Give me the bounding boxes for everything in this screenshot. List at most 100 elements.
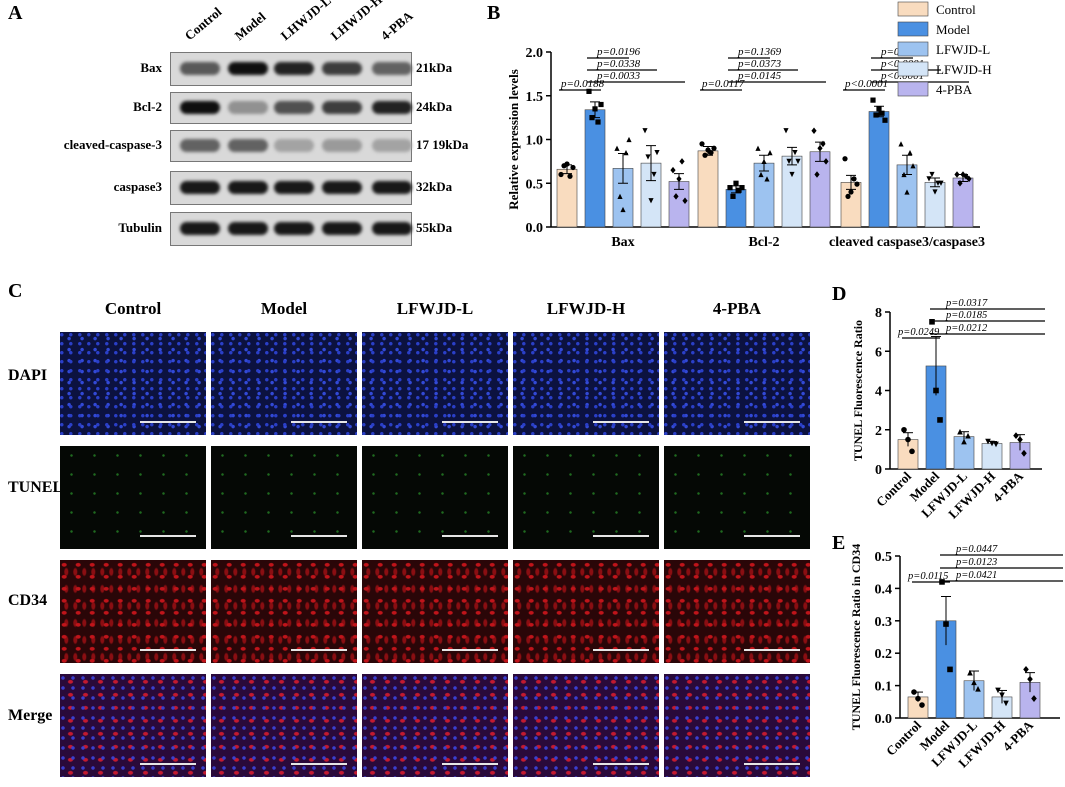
y-tick-label: 0 bbox=[875, 463, 882, 478]
data-point bbox=[673, 193, 679, 200]
data-point bbox=[727, 185, 733, 191]
microscopy-image bbox=[513, 446, 659, 549]
data-point bbox=[937, 417, 943, 423]
data-point bbox=[842, 156, 848, 162]
blot-band bbox=[372, 181, 412, 194]
data-point bbox=[676, 175, 682, 183]
y-tick-label: 2 bbox=[875, 424, 882, 439]
scale-bar bbox=[291, 421, 347, 423]
y-tick-label: 4 bbox=[875, 385, 882, 400]
expression-bar-chart: 0.0 0.5 1.0 1.5 2.0 Relative expression level… bbox=[506, 1, 992, 250]
bar bbox=[725, 189, 747, 228]
legend-label: Control bbox=[936, 2, 976, 17]
data-point bbox=[1031, 695, 1037, 702]
p-value-label: p=0.1369 bbox=[737, 46, 782, 58]
panel-e-label: E bbox=[832, 532, 846, 554]
microscopy-image bbox=[211, 332, 357, 435]
blot-protein-label: Bax bbox=[140, 60, 162, 75]
bar bbox=[584, 109, 606, 228]
blot-band bbox=[228, 222, 268, 235]
data-point bbox=[975, 686, 981, 692]
microscopy-image bbox=[362, 332, 508, 435]
microscopy-column-title: Model bbox=[260, 299, 308, 318]
microscopy-image bbox=[362, 446, 508, 549]
blot-band bbox=[274, 222, 314, 235]
blot-band bbox=[180, 181, 220, 194]
microscopy-image bbox=[60, 446, 206, 549]
blot-band bbox=[180, 62, 220, 75]
lane-label: Control bbox=[181, 4, 225, 44]
microscopy-image bbox=[362, 560, 508, 663]
blot-band bbox=[322, 139, 362, 152]
p-value-label: p=0.0123 bbox=[955, 557, 997, 568]
data-point bbox=[711, 145, 717, 151]
data-point bbox=[876, 106, 882, 112]
data-point bbox=[933, 387, 939, 394]
data-point bbox=[654, 150, 660, 156]
scale-bar bbox=[140, 421, 196, 423]
data-point bbox=[904, 189, 910, 195]
scale-bar bbox=[593, 421, 649, 423]
p-value-label: p=0.0117 bbox=[701, 78, 745, 90]
y-axis-label: TUNEL Fluorescence Ratio in CD34 bbox=[849, 544, 863, 730]
microscopy-image bbox=[664, 674, 810, 777]
blot-strip bbox=[170, 130, 412, 162]
y-tick-label: 0.4 bbox=[875, 582, 893, 597]
data-point bbox=[901, 171, 907, 178]
data-point bbox=[995, 687, 1001, 694]
data-point bbox=[966, 175, 972, 183]
y-tick-label: 1.0 bbox=[526, 134, 544, 149]
x-category-label: Bax bbox=[611, 235, 634, 250]
data-point bbox=[957, 180, 963, 187]
y-tick-label: 8 bbox=[875, 306, 882, 321]
microscopy-image bbox=[664, 560, 810, 663]
scale-bar bbox=[140, 763, 196, 765]
p-value-label: p=0.0317 bbox=[945, 298, 988, 309]
microscopy-image bbox=[664, 446, 810, 549]
data-point bbox=[961, 438, 967, 445]
data-point bbox=[758, 171, 764, 178]
p-value-label: p<0.0001 bbox=[844, 78, 888, 90]
data-point bbox=[645, 154, 651, 160]
data-point bbox=[623, 150, 629, 156]
p-value-label: p=0.0447 bbox=[955, 544, 998, 555]
data-point bbox=[586, 88, 592, 94]
blot-band bbox=[274, 62, 314, 75]
data-point bbox=[882, 117, 888, 123]
data-point bbox=[570, 164, 576, 171]
blot-band bbox=[180, 139, 220, 152]
x-category-label: cleaved caspase3/caspase3 bbox=[829, 235, 985, 250]
data-point bbox=[767, 150, 773, 156]
bar bbox=[753, 162, 775, 228]
data-point bbox=[817, 145, 823, 152]
p-value-label: p=0.0033 bbox=[596, 70, 641, 82]
data-point bbox=[730, 193, 736, 199]
microscopy-image bbox=[211, 674, 357, 777]
blot-size-label: 32kDa bbox=[416, 179, 453, 194]
data-point bbox=[642, 128, 648, 134]
data-point bbox=[845, 193, 851, 199]
scale-bar bbox=[442, 649, 498, 651]
lane-label: LHWJD-L bbox=[277, 0, 334, 44]
blot-band bbox=[180, 101, 220, 114]
data-point bbox=[702, 152, 708, 158]
data-point bbox=[965, 432, 971, 439]
data-point bbox=[915, 695, 921, 702]
data-point bbox=[651, 171, 657, 178]
microscopy-image bbox=[513, 560, 659, 663]
data-point bbox=[592, 106, 598, 112]
blot-band bbox=[372, 222, 412, 235]
x-category-label: 4-PBA bbox=[989, 468, 1026, 505]
blot-protein-label: caspase3 bbox=[113, 179, 162, 194]
legend-label: Model bbox=[936, 22, 970, 37]
bar bbox=[924, 182, 946, 228]
lane-label: LHWJD-H bbox=[327, 0, 385, 44]
data-point bbox=[938, 180, 944, 186]
microscopy-column-title: LFWJD-H bbox=[546, 299, 626, 318]
data-point bbox=[595, 119, 601, 125]
scale-bar bbox=[442, 535, 498, 537]
data-point bbox=[617, 193, 623, 199]
x-category-label: 4-PBA bbox=[999, 717, 1036, 754]
data-point bbox=[910, 163, 916, 169]
